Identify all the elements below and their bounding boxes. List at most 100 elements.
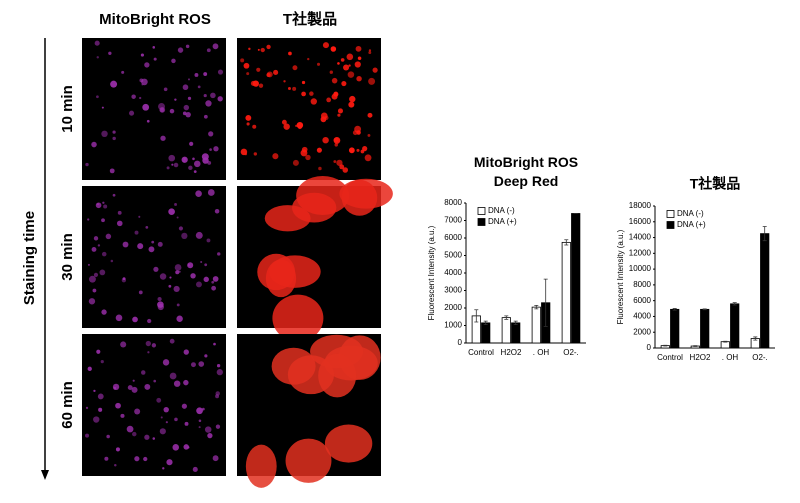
cell-signal: [87, 263, 90, 266]
cell-signal: [159, 428, 166, 435]
bar: [700, 308, 710, 349]
cell-signal: [151, 343, 157, 348]
cell-signal: [120, 341, 127, 348]
cell-signal: [157, 241, 163, 247]
cell-signal: [368, 49, 372, 52]
cell-signal: [96, 95, 99, 99]
cell-signal: [250, 80, 256, 86]
legend-label: DNA (-): [677, 209, 704, 218]
cell-signal: [292, 159, 299, 166]
cell-signal: [169, 276, 172, 279]
cell-signal: [201, 407, 205, 411]
cell-signal: [208, 131, 214, 137]
row-label: 10 min: [59, 85, 76, 133]
cell-signal: [341, 179, 378, 216]
cell-signal: [171, 163, 174, 166]
cell-signal: [337, 62, 340, 65]
cell-signal: [91, 141, 97, 148]
cell-signal: [85, 162, 89, 167]
cell-signal: [181, 232, 188, 240]
cell-signal: [342, 167, 349, 173]
error-bar: [732, 302, 737, 306]
cell-signal: [185, 44, 190, 49]
cell-signal: [368, 77, 376, 85]
legend-label: DNA (+): [488, 217, 517, 226]
cell-signal: [287, 86, 291, 90]
bar: [760, 233, 770, 349]
cell-signal: [134, 408, 141, 415]
cell-signal: [183, 444, 189, 450]
cell-signal: [310, 98, 317, 105]
cell-signal: [101, 251, 107, 257]
cell-signal: [144, 62, 150, 68]
cell-signal: [203, 276, 209, 283]
cell-signal: [348, 147, 355, 154]
cell-signal: [115, 447, 120, 452]
cell-signal: [97, 393, 104, 400]
cell-signal: [324, 115, 329, 121]
cell-signal: [174, 417, 178, 422]
x-tick-label: H2O2: [690, 353, 711, 362]
cell-signal: [246, 122, 250, 126]
cell-signal: [183, 104, 190, 111]
error-bar: [504, 315, 509, 320]
cell-signal: [117, 210, 122, 215]
cell-signal: [184, 421, 189, 426]
cell-signal: [165, 421, 168, 424]
cell-signal: [169, 372, 177, 380]
cell-signal: [168, 284, 172, 288]
bar: [511, 322, 521, 344]
cell-signal: [243, 62, 250, 69]
cell-signal: [93, 236, 99, 241]
cell-signal: [215, 424, 221, 429]
cell-signal: [153, 379, 157, 383]
cell-signal: [216, 369, 223, 376]
error-bar: [543, 278, 548, 327]
cell-signal: [195, 231, 203, 239]
cell-signal: [137, 243, 144, 250]
cell-signal: [98, 407, 103, 412]
cell-signal: [192, 466, 198, 472]
cell-signal: [287, 355, 335, 395]
y-tick-label: 3000: [444, 286, 462, 295]
cell-signal: [347, 71, 355, 78]
cell-signal: [152, 46, 156, 49]
y-axis-label: Fluorescent Intensity (a.u.): [427, 225, 436, 320]
cell-signal: [210, 92, 216, 99]
cell-signal: [153, 57, 157, 61]
cell-signal: [126, 425, 134, 433]
cell-signal: [204, 263, 208, 267]
cell-signal: [266, 44, 271, 50]
cell-signal: [330, 46, 337, 52]
micrographs: [82, 38, 393, 488]
cell-signal: [196, 407, 203, 415]
cell-signal: [309, 91, 314, 96]
cell-signal: [171, 58, 176, 64]
cell-signal: [88, 275, 96, 283]
x-tick-label: Control: [657, 353, 683, 362]
cell-signal: [348, 64, 351, 67]
cell-signal: [356, 76, 362, 82]
cell-signal: [283, 80, 286, 83]
cell-signal: [207, 189, 215, 196]
cell-signal: [245, 444, 277, 488]
cell-signal: [101, 106, 104, 109]
cell-signal: [174, 264, 182, 271]
legend-label: DNA (+): [677, 220, 706, 229]
cell-signal: [162, 467, 165, 470]
cell-signal: [112, 130, 116, 134]
cell-signal: [333, 137, 339, 143]
cell-signal: [340, 58, 345, 62]
cell-signal: [100, 360, 104, 364]
cell-signal: [204, 426, 212, 433]
cell-signal: [322, 42, 329, 49]
bar: [531, 306, 541, 344]
chart-title: T社製品: [690, 176, 741, 192]
y-tick-label: 0: [647, 343, 652, 352]
bar: [481, 322, 491, 344]
cell-signal: [163, 87, 168, 92]
cell-signal: [110, 80, 118, 88]
cell-signal: [147, 351, 150, 354]
cell-signal: [245, 114, 252, 121]
cell-signal: [258, 83, 264, 88]
